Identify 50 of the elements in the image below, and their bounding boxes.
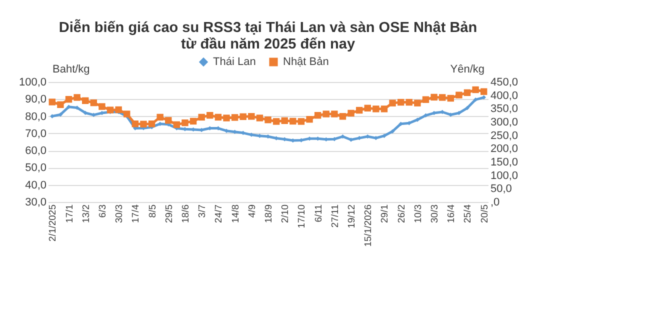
y2-tick-label: ,0 — [490, 196, 500, 208]
legend-label: Nhật Bản — [283, 56, 329, 68]
y-tick-label: 40,0 — [25, 179, 46, 192]
y-tick-label: 80,0 — [25, 110, 46, 123]
x-tick-label: 17/1 — [64, 204, 76, 223]
y-tick-label: 90,0 — [25, 94, 46, 106]
y-tick-label: 30,0 — [25, 196, 46, 208]
x-tick-label: 6/3 — [97, 204, 108, 218]
x-tick-label: 10/3 — [412, 204, 424, 223]
y2-tick-label: 200,0 — [490, 143, 518, 156]
y-tick-label: 100,0 — [18, 76, 46, 88]
y-tick-label: 50,0 — [25, 162, 46, 174]
x-tick-label: 6/11 — [313, 204, 324, 222]
x-tick-label: 3/7 — [197, 204, 208, 218]
x-tick-label: 17/10 — [296, 204, 308, 228]
x-tick-label: 2/10 — [280, 204, 292, 223]
y2-tick-label: 400,0 — [490, 90, 518, 102]
x-tick-label: 15/1/2026 — [363, 204, 374, 247]
x-tick-label: 24/7 — [214, 204, 225, 223]
x-tick-label: 25/4 — [462, 204, 474, 223]
y-tick-label: 60,0 — [25, 145, 46, 158]
x-tick-label: 30/3 — [114, 204, 126, 223]
y2-axis-title: Yên/kg — [450, 64, 484, 76]
x-tick-label: 20/5 — [479, 204, 490, 223]
legend-label: Thái Lan — [213, 56, 256, 68]
x-tick-label: 27/11 — [330, 204, 341, 228]
x-tick-label: 19/12 — [346, 204, 358, 228]
x-tick-label: 14/8 — [230, 204, 242, 223]
chart-title: Diễn biến giá cao su RSS3 tại Thái Lan và sàn OSE Nhật Bản từ đầu năm 2025 đến nay — [58, 19, 478, 52]
x-tick-label: 30/3 — [430, 204, 441, 223]
y-axis-title: Baht/kg — [52, 64, 90, 76]
y2-tick-label: 150,0 — [490, 156, 518, 168]
x-tick-label: 29/1 — [380, 204, 391, 223]
y2-tick-label: 50,0 — [490, 183, 512, 196]
y2-tick-label: 350,0 — [490, 103, 518, 116]
x-tick-label: 26/2 — [396, 204, 408, 223]
y2-tick-label: 250,0 — [490, 130, 518, 142]
x-tick-label: 18/6 — [180, 204, 192, 223]
y-tick-label: 70,0 — [25, 128, 46, 140]
x-tick-label: 16/4 — [446, 204, 458, 223]
x-tick-label: 17/4 — [130, 204, 142, 223]
y2-tick-label: 450,0 — [490, 76, 518, 88]
x-tick-label: 29/5 — [164, 204, 175, 223]
y2-tick-label: 300,0 — [490, 116, 518, 128]
x-tick-label: 4/9 — [246, 204, 258, 218]
x-tick-label: 8/5 — [147, 204, 158, 218]
x-tick-label: 13/2 — [80, 204, 92, 223]
x-tick-label: 18/9 — [264, 204, 274, 223]
x-tick-label: 2/1/2025 — [48, 204, 59, 242]
y2-tick-label: 100,0 — [490, 170, 518, 182]
